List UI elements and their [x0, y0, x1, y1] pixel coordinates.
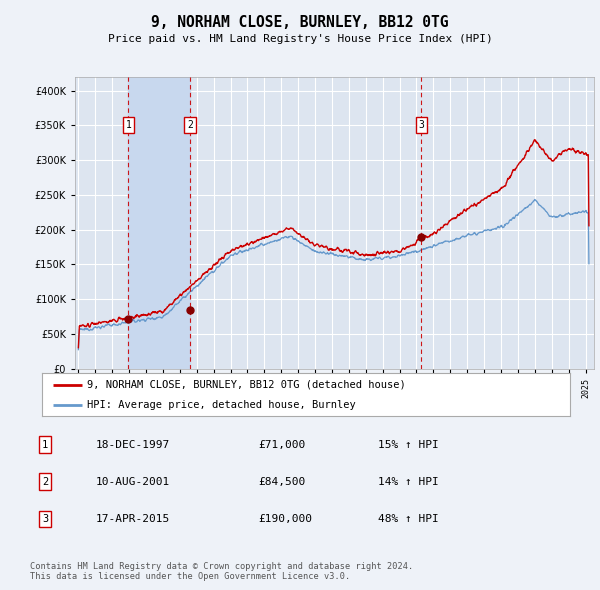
- Text: 3: 3: [42, 514, 48, 524]
- Text: Price paid vs. HM Land Registry's House Price Index (HPI): Price paid vs. HM Land Registry's House …: [107, 34, 493, 44]
- Text: 48% ↑ HPI: 48% ↑ HPI: [378, 514, 439, 524]
- Text: Contains HM Land Registry data © Crown copyright and database right 2024.
This d: Contains HM Land Registry data © Crown c…: [30, 562, 413, 581]
- Text: £84,500: £84,500: [258, 477, 305, 487]
- Text: 17-APR-2015: 17-APR-2015: [96, 514, 170, 524]
- Text: 1: 1: [125, 120, 131, 130]
- Text: 3: 3: [418, 120, 424, 130]
- Text: 2: 2: [187, 120, 193, 130]
- Text: 15% ↑ HPI: 15% ↑ HPI: [378, 440, 439, 450]
- Text: 14% ↑ HPI: 14% ↑ HPI: [378, 477, 439, 487]
- Text: HPI: Average price, detached house, Burnley: HPI: Average price, detached house, Burn…: [87, 401, 356, 410]
- Text: 10-AUG-2001: 10-AUG-2001: [96, 477, 170, 487]
- Text: 1: 1: [42, 440, 48, 450]
- Text: 18-DEC-1997: 18-DEC-1997: [96, 440, 170, 450]
- Text: 9, NORHAM CLOSE, BURNLEY, BB12 0TG: 9, NORHAM CLOSE, BURNLEY, BB12 0TG: [151, 15, 449, 30]
- Text: £190,000: £190,000: [258, 514, 312, 524]
- Text: 2: 2: [42, 477, 48, 487]
- Bar: [128, 77, 190, 369]
- Text: 9, NORHAM CLOSE, BURNLEY, BB12 0TG (detached house): 9, NORHAM CLOSE, BURNLEY, BB12 0TG (deta…: [87, 380, 406, 390]
- Text: £71,000: £71,000: [258, 440, 305, 450]
